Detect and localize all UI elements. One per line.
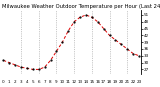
Text: Milwaukee Weather Outdoor Temperature per Hour (Last 24 Hours): Milwaukee Weather Outdoor Temperature pe… bbox=[2, 4, 160, 9]
